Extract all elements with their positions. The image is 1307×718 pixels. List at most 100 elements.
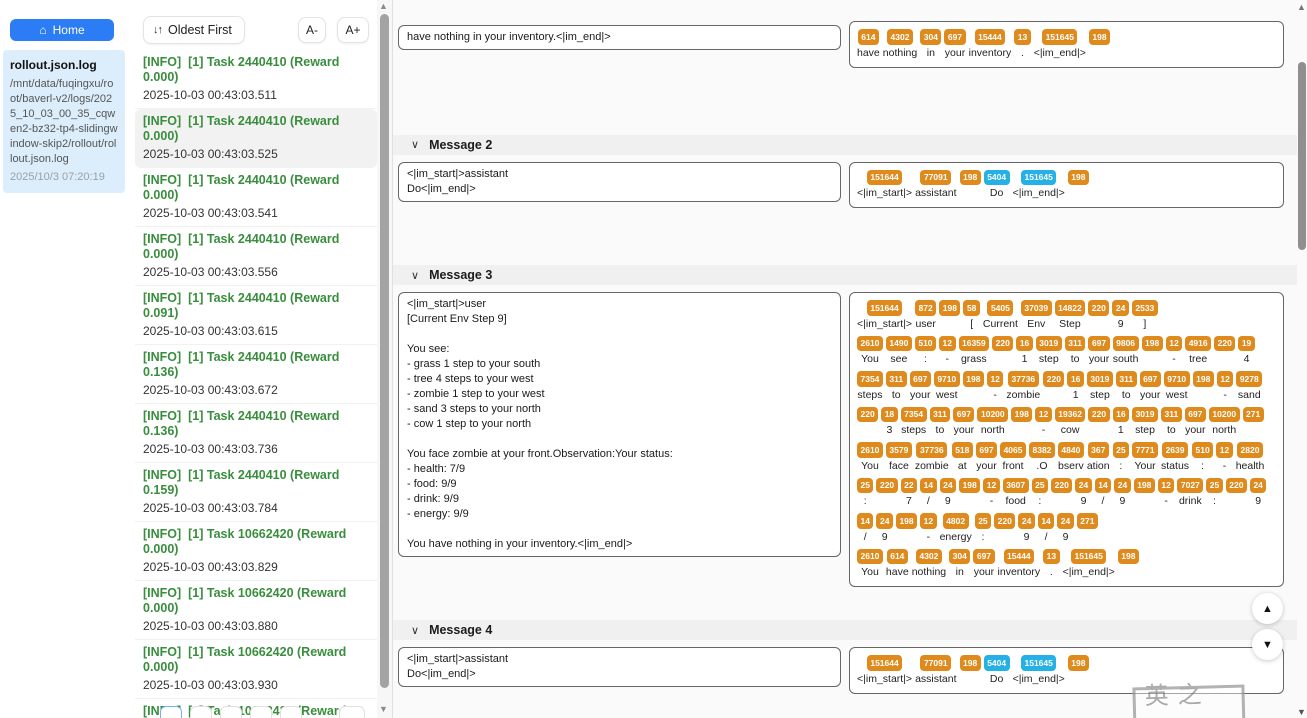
scroll-down-arrow-icon[interactable]: ▼ <box>379 704 388 714</box>
token-word: You <box>861 353 879 365</box>
log-entry[interactable]: [INFO] [1] Task 2440410 (Reward 0.159) 20… <box>135 463 377 522</box>
token-id-chip: 15444 <box>1003 548 1035 564</box>
token: 198 <box>1011 406 1033 438</box>
token-id-chip: 151644 <box>866 169 903 185</box>
list-scrollbar-thumb[interactable] <box>380 14 389 688</box>
log-entry-timestamp: 2025-10-03 00:43:03.880 <box>143 619 278 633</box>
font-larger-button[interactable]: A+ <box>337 17 369 43</box>
token-id-chip: 12 <box>986 371 1004 387</box>
scroll-up-arrow-icon[interactable]: ▲ <box>379 1 388 11</box>
token-word: 9 <box>1023 530 1030 543</box>
token-id-chip: 4302 <box>887 29 913 45</box>
content-scrollbar-thumb[interactable] <box>1298 62 1306 250</box>
home-button[interactable]: ⌂ Home <box>10 19 114 41</box>
token-id-chip: 311 <box>1115 371 1137 387</box>
log-entry[interactable]: [INFO] [1] Task 10662420 (Reward 0.000) 2… <box>135 640 377 699</box>
page-button[interactable] <box>160 706 182 718</box>
token-id-chip: 198 <box>959 655 981 671</box>
token-id-chip: 22 <box>900 477 918 493</box>
token-id-chip: 5405 <box>987 300 1014 316</box>
token-word: north <box>1212 424 1237 436</box>
log-entry[interactable]: [INFO] [1] Task 2440410 (Reward 0.000) 20… <box>135 168 377 227</box>
token-id-chip: 311 <box>929 406 951 422</box>
font-smaller-button[interactable]: A- <box>298 17 326 43</box>
page-button[interactable] <box>220 706 242 718</box>
chevron-down-icon: ∨ <box>411 269 420 282</box>
scroll-to-top-button[interactable]: ▲ <box>1252 593 1283 624</box>
token: 198 <box>1192 371 1214 402</box>
page-button[interactable] <box>190 706 212 718</box>
token-id-chip: 37736 <box>916 442 948 458</box>
token-id-chip: 25 <box>1206 477 1223 493</box>
token: 24 9 <box>939 477 957 509</box>
token: 3019 step <box>1086 371 1113 402</box>
message-section: have nothing in your inventory. <|im_end|… <box>393 21 1297 68</box>
message-header[interactable]: ∨ Message 3 <box>393 265 1297 285</box>
log-entry[interactable]: [INFO] [1] Task 2440410 (Reward 0.136) 20… <box>135 404 377 463</box>
token-word: 4 <box>1243 353 1250 365</box>
message-title: Message 4 <box>429 623 493 637</box>
token-id-chip: 220 <box>1051 477 1073 493</box>
token: 697 your <box>953 406 975 438</box>
token: 12- <box>920 513 937 544</box>
scroll-to-bottom-button[interactable]: ▼ <box>1252 629 1283 660</box>
token-word: assistant <box>915 187 957 199</box>
token-word: user <box>915 317 936 330</box>
token: 12- <box>1035 406 1052 438</box>
token-word: face <box>888 459 909 472</box>
token: 614 have <box>857 29 880 60</box>
log-entry-timestamp: 2025-10-03 00:43:03.784 <box>143 501 278 515</box>
token: 14 / <box>920 477 937 509</box>
token: 5405 Current <box>983 300 1018 331</box>
selected-file-card[interactable]: rollout.json.log /mnt/data/fuqingxu/root… <box>3 50 125 193</box>
token: 4916 tree <box>1185 335 1212 367</box>
token: 10200 north <box>1208 406 1240 438</box>
message-row: <|im_start|>user [Current Env Step 9] Yo… <box>393 292 1297 587</box>
token-id-chip: 697 <box>975 442 998 458</box>
token: 220 <box>994 513 1016 544</box>
token-word: <|im_end|> <box>1012 187 1065 199</box>
token-id-chip: 198 <box>1067 655 1089 671</box>
page-button[interactable] <box>280 706 302 718</box>
log-entry[interactable]: [INFO] [1] Task 2440410 (Reward 0.136) 20… <box>135 345 377 404</box>
content-scroll-up-arrow-icon[interactable]: ▲ <box>1297 2 1306 12</box>
log-entry[interactable]: [INFO] [1] Task 2440410 (Reward 0.091) 20… <box>135 286 377 345</box>
token-id-chip: 510 <box>914 335 937 351</box>
token-id-chip: 614 <box>886 548 908 564</box>
token: 198 <box>959 169 981 201</box>
token-id-chip: 25 <box>1031 477 1049 493</box>
token: 311 to <box>1161 406 1182 438</box>
token-word: Env <box>1027 317 1046 330</box>
token-id-chip: 24 <box>876 513 893 529</box>
token-id-chip: 10200 <box>977 406 1009 422</box>
page-button[interactable] <box>250 706 272 718</box>
token-id-chip: 198 <box>1067 169 1089 185</box>
message-title: Message 3 <box>429 268 493 282</box>
content-scroll-down-arrow-icon[interactable]: ▼ <box>1297 707 1306 717</box>
token: 58[ <box>963 300 980 331</box>
token-id-chip: 697 <box>1088 335 1110 351</box>
token-id-chip: 1490 <box>885 335 912 351</box>
log-entry[interactable]: [INFO] [1] Task 10662420 (Reward 0.000) 2… <box>135 522 377 581</box>
token: 198 <box>959 477 981 509</box>
log-entry[interactable]: [INFO] [1] Task 2440410 (Reward 0.000) 20… <box>135 109 377 168</box>
token-id-chip: 198 <box>1141 335 1163 351</box>
token: 697 your <box>975 442 998 473</box>
token-id-chip: 12 <box>1216 371 1234 387</box>
token-id-chip: 220 <box>1225 477 1247 493</box>
message-header[interactable]: ∨ Message 2 <box>393 134 1297 155</box>
page-next-button[interactable] <box>339 706 365 718</box>
file-date: 2025/10/3 07:20:19 <box>10 171 105 183</box>
token: 7354 steps <box>857 371 883 402</box>
sort-order-button[interactable]: ↓↑ Oldest First <box>143 16 245 44</box>
log-entry[interactable]: [INFO] [1] Task 2440410 (Reward 0.000) 20… <box>135 227 377 286</box>
token-id-chip: 311 <box>1064 335 1086 351</box>
log-entry[interactable]: [INFO] [1] Task 10662420 (Reward 0.000) 2… <box>135 581 377 640</box>
token: 9806 south <box>1112 335 1139 367</box>
log-entry-title: [INFO] [1] Task 2440410 (Reward 0.159) <box>143 468 343 497</box>
token-word: : <box>923 353 927 365</box>
log-entry[interactable]: [INFO] [1] Task 2440410 (Reward 0.000) 20… <box>135 50 377 109</box>
token: 24 9 <box>1057 513 1074 544</box>
message-header[interactable]: ∨ Message 4 <box>393 620 1297 640</box>
